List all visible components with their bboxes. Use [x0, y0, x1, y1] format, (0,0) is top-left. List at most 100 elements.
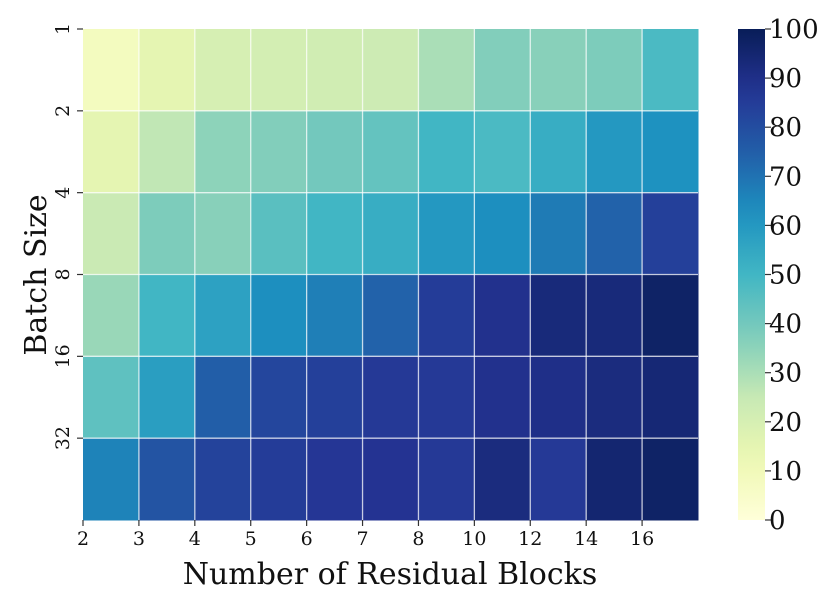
heatmap-cell — [250, 110, 308, 194]
heatmap-cell — [474, 438, 531, 521]
heatmap-cell — [83, 274, 140, 357]
heatmap-cell — [642, 192, 699, 275]
heatmap-cell — [474, 29, 531, 112]
heatmap-cell — [138, 29, 196, 112]
x-tick-label: 12 — [518, 528, 542, 550]
x-tick-label: 7 — [356, 528, 368, 550]
heatmap-cell — [642, 29, 699, 112]
colorbar-tick-label: 80 — [769, 113, 802, 143]
heatmap-cell — [474, 192, 531, 275]
heatmap-cell — [530, 356, 587, 439]
heatmap-cell — [418, 356, 475, 439]
heatmap-cell — [250, 29, 308, 112]
heatmap-cell — [474, 274, 531, 357]
heatmap-cell — [586, 192, 643, 275]
colorbar-tick-label: 50 — [769, 261, 802, 291]
x-axis-label: Number of Residual Blocks — [183, 557, 598, 592]
colorbar-tick-label: 60 — [769, 211, 802, 241]
heatmap-cell — [306, 356, 364, 439]
heatmap-cell — [306, 438, 364, 521]
x-tick-label: 16 — [630, 528, 654, 550]
heatmap-cell — [418, 192, 475, 275]
heatmap-cell — [474, 110, 531, 194]
colorbar-tick-label: 40 — [769, 310, 802, 340]
heatmap-cell — [418, 29, 475, 112]
heatmap-cell — [194, 192, 252, 275]
y-axis-ticks: 1 2 4 8 16 32 — [52, 23, 83, 450]
heatmap-cell — [138, 110, 196, 194]
heatmap-cell — [250, 438, 308, 521]
heatmap-cell — [586, 110, 643, 194]
y-tick-label: 2 — [52, 105, 74, 117]
heatmap-cell — [306, 192, 364, 275]
heatmap-cell — [362, 110, 419, 194]
colorbar-tick-label: 90 — [769, 64, 802, 94]
x-tick-label: 4 — [189, 528, 201, 550]
heatmap-cell — [530, 29, 587, 112]
heatmap-cells — [83, 29, 699, 521]
y-tick-label: 32 — [52, 426, 74, 450]
heatmap-cell — [250, 192, 308, 275]
heatmap-cell — [362, 356, 419, 439]
heatmap-cell — [83, 110, 140, 194]
y-tick-label: 4 — [52, 187, 74, 199]
heatmap-cell — [642, 438, 699, 521]
x-tick-label: 2 — [77, 528, 89, 550]
y-tick-label: 16 — [52, 344, 74, 368]
colorbar — [738, 29, 765, 520]
heatmap-cell — [418, 274, 475, 357]
heatmap-cell — [362, 29, 419, 112]
heatmap-cell — [138, 274, 196, 357]
x-tick-label: 8 — [412, 528, 424, 550]
colorbar-tick-label: 70 — [769, 162, 802, 192]
heatmap-cell — [194, 29, 252, 112]
heatmap-cell — [250, 356, 308, 439]
heatmap-cell — [306, 110, 364, 194]
heatmap-cell — [418, 110, 475, 194]
heatmap-cell — [530, 438, 587, 521]
heatmap-cell — [83, 356, 140, 439]
heatmap-cell — [194, 356, 252, 439]
colorbar-tick-label: 20 — [769, 408, 802, 438]
colorbar-tick-label: 0 — [769, 506, 786, 536]
heatmap-cell — [306, 274, 364, 357]
heatmap-cell — [586, 274, 643, 357]
colorbar-tick-label: 100 — [769, 15, 819, 45]
x-tick-label: 6 — [301, 528, 313, 550]
heatmap-cell — [586, 29, 643, 112]
heatmap-cell — [418, 438, 475, 521]
heatmap-cell — [194, 438, 252, 521]
x-tick-label: 5 — [245, 528, 257, 550]
x-tick-label: 14 — [574, 528, 598, 550]
heatmap-cell — [642, 274, 699, 357]
heatmap-cell — [586, 356, 643, 439]
heatmap-cell — [530, 110, 587, 194]
y-axis-label: Batch Size — [19, 194, 54, 355]
heatmap-cell — [194, 110, 252, 194]
heatmap-cell — [138, 438, 196, 521]
colorbar-tick-label: 30 — [769, 359, 802, 389]
heatmap-cell — [362, 274, 419, 357]
heatmap-cell — [306, 29, 364, 112]
heatmap-cell — [83, 29, 140, 112]
heatmap-cell — [194, 274, 252, 357]
y-tick-label: 1 — [52, 23, 74, 35]
x-tick-label: 3 — [133, 528, 145, 550]
heatmap-cell — [530, 192, 587, 275]
heatmap-cell — [586, 438, 643, 521]
x-tick-label: 10 — [462, 528, 486, 550]
heatmap-cell — [642, 356, 699, 439]
colorbar-ticks: 0 10 20 30 40 50 60 70 80 90 100 — [765, 15, 819, 536]
heatmap-cell — [642, 110, 699, 194]
heatmap-cell — [474, 356, 531, 439]
heatmap-cell — [250, 274, 308, 357]
x-axis-ticks: 2 3 4 5 6 7 8 10 12 14 16 — [77, 520, 654, 550]
heatmap-cell — [83, 438, 140, 521]
heatmap-cell — [83, 192, 140, 275]
heatmap-cell — [138, 356, 196, 439]
heatmap-cell — [530, 274, 587, 357]
heatmap-gridlines — [83, 29, 698, 520]
heatmap-cell — [362, 438, 419, 521]
colorbar-tick-label: 10 — [769, 457, 802, 487]
